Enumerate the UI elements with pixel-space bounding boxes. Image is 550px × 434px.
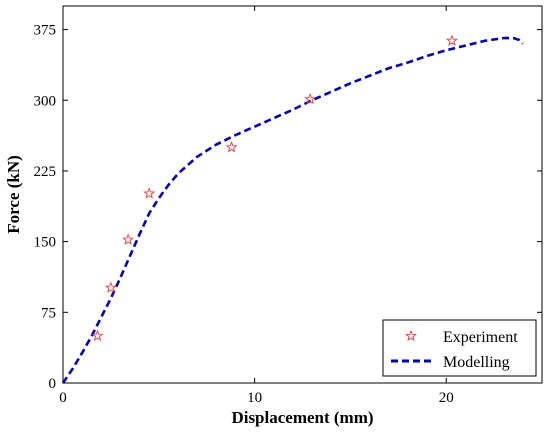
experiment-point [143, 187, 156, 199]
x-tick-label: 10 [247, 390, 262, 406]
y-tick-label: 375 [34, 23, 57, 39]
x-tick-label: 0 [59, 390, 67, 406]
legend-box [382, 319, 537, 377]
y-tick-label: 0 [49, 376, 57, 392]
legend-label-modelling: Modelling [443, 354, 510, 371]
x-tick-label: 20 [439, 390, 454, 406]
legend-star-marker [405, 329, 417, 342]
experiment-point [104, 281, 117, 293]
y-tick-label: 300 [34, 93, 57, 109]
experiment-point [225, 141, 238, 153]
experiment-point [445, 34, 458, 46]
experiment-point [304, 93, 317, 105]
y-tick-label: 225 [34, 164, 57, 180]
x-axis-title: Displacement (mm) [231, 408, 373, 427]
experiment-point [91, 329, 104, 341]
legend-label-experiment: Experiment [443, 329, 518, 346]
legend: Experiment Modelling [382, 319, 537, 377]
experiment-point [122, 233, 135, 245]
y-tick-label: 150 [34, 235, 57, 251]
y-axis-title: Force (kN) [4, 155, 23, 234]
y-tick-label: 75 [41, 305, 56, 321]
legend-star-shape [405, 329, 417, 342]
